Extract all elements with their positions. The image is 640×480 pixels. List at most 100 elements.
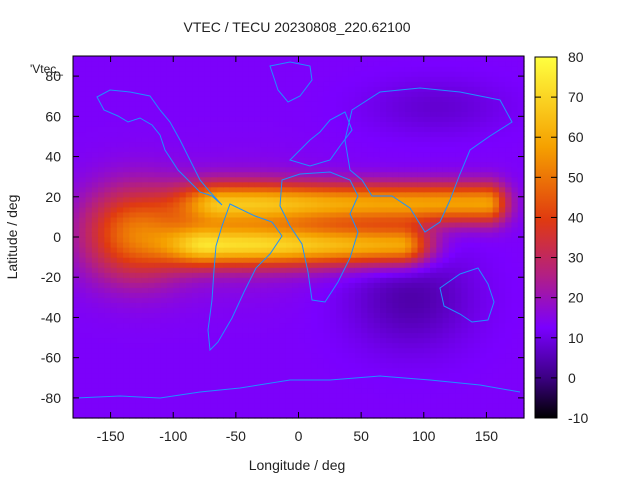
heatmap-cell	[116, 292, 124, 298]
heatmap-cell	[110, 226, 118, 233]
heatmap-cell	[404, 297, 412, 303]
heatmap-cell	[273, 312, 281, 319]
heatmap-cell	[185, 201, 193, 208]
heatmap-cell	[116, 382, 124, 389]
heatmap-cell	[173, 186, 181, 193]
heatmap-cell	[267, 272, 275, 278]
heatmap-cell	[292, 201, 300, 208]
heatmap-cell	[91, 372, 99, 379]
heatmap-cell	[398, 297, 406, 303]
heatmap-cell	[166, 111, 174, 117]
heatmap-cell	[273, 161, 281, 168]
heatmap-cell	[179, 317, 187, 324]
heatmap-cell	[442, 121, 450, 127]
heatmap-cell	[492, 297, 500, 303]
heatmap-cell	[73, 221, 80, 228]
heatmap-cell	[392, 231, 400, 238]
heatmap-cell	[448, 382, 456, 389]
heatmap-cell	[398, 156, 406, 163]
heatmap-cell	[323, 312, 331, 319]
heatmap-cell	[104, 101, 112, 107]
heatmap-cell	[166, 106, 174, 112]
heatmap-cell	[467, 226, 475, 233]
heatmap-cell	[323, 171, 331, 178]
heatmap-cell	[348, 221, 356, 228]
heatmap-cell	[323, 156, 331, 163]
heatmap-cell	[417, 196, 425, 203]
heatmap-cell	[179, 211, 187, 218]
heatmap-cell	[492, 231, 500, 238]
heatmap-cell	[79, 252, 87, 258]
heatmap-cell	[336, 372, 343, 379]
heatmap-cell	[254, 196, 262, 203]
heatmap-cell	[379, 252, 387, 258]
heatmap-cell	[323, 367, 331, 374]
heatmap-cell	[242, 317, 249, 324]
heatmap-cell	[367, 387, 375, 394]
heatmap-cell	[342, 166, 350, 173]
heatmap-cell	[323, 257, 331, 263]
heatmap-cell	[442, 407, 450, 414]
heatmap-cell	[204, 367, 212, 374]
heatmap-cell	[417, 267, 425, 273]
heatmap-cell	[373, 151, 381, 158]
heatmap-cell	[279, 126, 287, 133]
heatmap-cell	[223, 81, 231, 87]
heatmap-cell	[304, 322, 312, 329]
heatmap-cell	[455, 86, 462, 92]
heatmap-cell	[154, 106, 162, 112]
heatmap-cell	[492, 377, 500, 384]
heatmap-cell	[123, 317, 130, 324]
heatmap-cell	[417, 362, 425, 369]
heatmap-cell	[436, 242, 444, 248]
heatmap-cell	[411, 81, 419, 87]
heatmap-cell	[267, 141, 275, 148]
heatmap-cell	[498, 252, 506, 258]
heatmap-cell	[367, 367, 375, 374]
heatmap-cell	[386, 282, 394, 288]
heatmap-cell	[267, 402, 275, 409]
heatmap-cell	[436, 71, 444, 77]
heatmap-cell	[442, 196, 450, 203]
heatmap-cell	[342, 221, 350, 228]
heatmap-cell	[104, 387, 112, 394]
heatmap-cell	[179, 216, 187, 223]
heatmap-cell	[473, 302, 481, 308]
heatmap-cell	[110, 347, 118, 354]
heatmap-cell	[498, 257, 506, 263]
heatmap-cell	[154, 161, 162, 168]
heatmap-cell	[79, 201, 87, 208]
heatmap-cell	[292, 267, 300, 273]
heatmap-cell	[423, 252, 431, 258]
heatmap-cell	[379, 237, 387, 243]
heatmap-cell	[260, 116, 268, 122]
heatmap-cell	[229, 287, 237, 293]
heatmap-cell	[311, 111, 318, 117]
heatmap-cell	[260, 377, 268, 384]
heatmap-cell	[185, 282, 193, 288]
heatmap-cell	[229, 171, 237, 178]
heatmap-cell	[110, 216, 118, 223]
heatmap-cell	[398, 131, 406, 138]
heatmap-cell	[373, 161, 381, 168]
heatmap-cell	[461, 181, 469, 188]
heatmap-cell	[123, 206, 130, 213]
heatmap-cell	[173, 367, 181, 374]
heatmap-cell	[517, 257, 525, 263]
heatmap-cell	[279, 357, 287, 364]
heatmap-cell	[442, 262, 450, 268]
heatmap-cell	[198, 156, 206, 163]
heatmap-cell	[173, 372, 181, 379]
heatmap-cell	[217, 382, 224, 389]
heatmap-cell	[229, 226, 237, 233]
heatmap-cell	[442, 412, 450, 419]
heatmap-cell	[185, 231, 193, 238]
heatmap-cell	[298, 372, 306, 379]
heatmap-cell	[248, 111, 256, 117]
heatmap-cell	[217, 171, 224, 178]
heatmap-cell	[79, 237, 87, 243]
heatmap-cell	[311, 116, 318, 122]
heatmap-cell	[379, 367, 387, 374]
heatmap-cell	[135, 146, 143, 153]
heatmap-cell	[404, 287, 412, 293]
